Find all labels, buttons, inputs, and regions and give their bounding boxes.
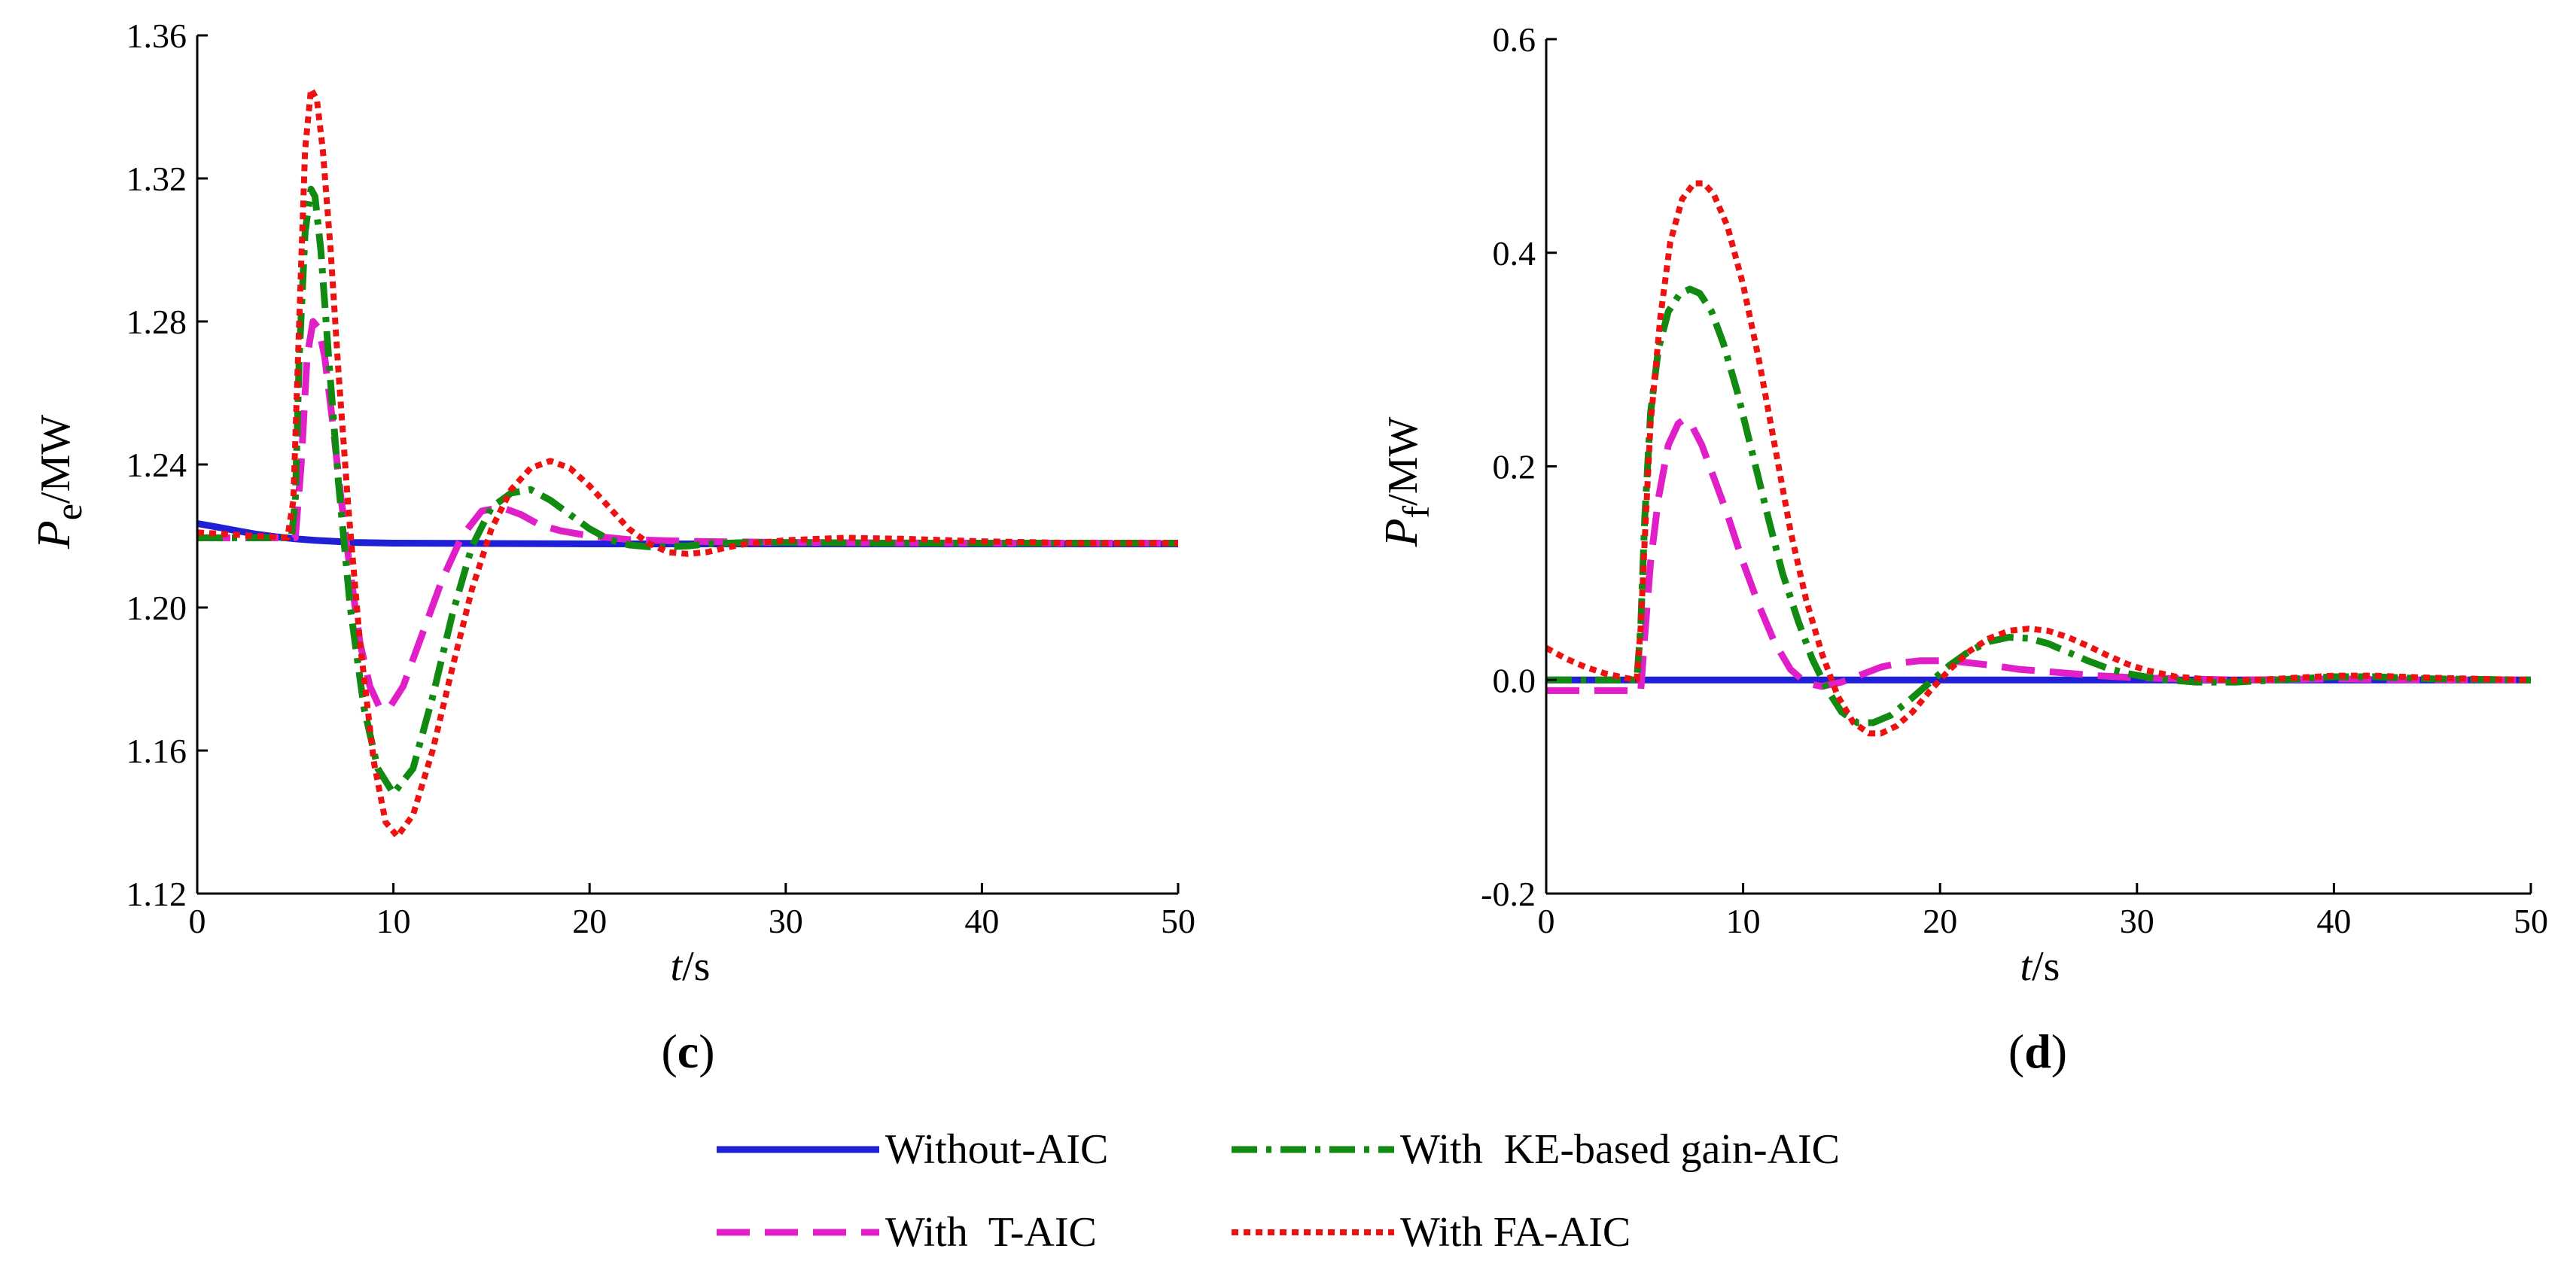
panel-d-xlabel-unit: /s (2032, 943, 2060, 990)
legend-label-without-aic: Without-AIC (885, 1126, 1108, 1173)
panel-c-ticks: 0 10 20 30 40 50 1.12 1.16 1.20 1.24 1.28 1.32 1.36 (126, 17, 1196, 940)
panel-c-series-with-t-aic (197, 318, 1178, 711)
panel-d-xtick-label: 50 (2514, 902, 2548, 940)
panel-c-xtick-label: 10 (376, 902, 411, 940)
panel-c-xtick-label: 40 (964, 902, 999, 940)
panel-d-ytick-label: 0.6 (1493, 20, 1536, 59)
panel-c-xlabel: t/s (671, 943, 711, 990)
panel-d-xtick-label: 40 (2316, 902, 2351, 940)
panel-d-ticks: 0 10 20 30 40 50 -0.2 0.0 0.2 0.4 0.6 (1481, 20, 2548, 940)
panel-d-xlabel-main: t (2020, 943, 2033, 990)
panel-d-series-with-t-aic (1546, 416, 2531, 694)
legend-entry-without-aic: Without-AIC (717, 1126, 1108, 1173)
panel-c-series-with-fa-aic (196, 86, 1178, 839)
panel-d-series-with-fa-aic (1545, 180, 2532, 737)
panel-c-ytick-label: 1.28 (126, 303, 187, 341)
panel-c: 0 10 20 30 40 501.121.161.201.241.281.321.36 … (29, 17, 1195, 1078)
legend-label-fa-aic: With FA-AIC (1400, 1209, 1631, 1256)
panel-c-xtick-label: 20 (572, 902, 607, 940)
panel-c-plot (196, 86, 1178, 839)
panel-c-ylabel-unit: /MW (32, 415, 79, 504)
panel-c-label-open: ( (661, 1025, 677, 1078)
panel-c-label: (c) (661, 1025, 714, 1078)
panel-c-ytick-label: 1.32 (126, 160, 187, 198)
panel-d-ylabel-unit: /MW (1380, 416, 1427, 505)
panel-c-ytick-label: 1.12 (126, 875, 187, 913)
panel-c-series-with-ke-based-gain-aic (197, 185, 1178, 797)
panel-c-xtick-label: 30 (769, 902, 803, 940)
panel-c-ytick-label: 1.20 (126, 589, 187, 627)
panel-d-ylabel-main: P (1376, 519, 1427, 548)
panel-c-ylabel-sub: e (47, 504, 90, 520)
panel-c-ylabel: Pe/MW (29, 415, 90, 550)
panel-d-label: (d) (2008, 1025, 2067, 1078)
panel-c-xtick-label: 50 (1161, 902, 1195, 940)
legend-label-t-aic: With T-AIC (885, 1209, 1097, 1256)
panel-c-ytick-label: 1.36 (126, 17, 187, 55)
panel-d-xtick-label: 10 (1726, 902, 1761, 940)
panel-d-xtick-label: 0 (1538, 902, 1555, 940)
legend-entry-ke-based-gain-aic: With KE-based gain-AIC (1232, 1126, 1840, 1173)
panel-c-label-close: ) (699, 1025, 714, 1078)
panel-c-ytick-label: 1.16 (126, 732, 187, 770)
panel-d-axis-frame (1545, 39, 2531, 895)
legend-entry-fa-aic: With FA-AIC (1232, 1209, 1631, 1256)
panel-d: 0 10 20 30 40 50 -0.2 0.0 0.2 0.4 0.6 Pf/MW t/s (d… (1376, 20, 2548, 1078)
panel-c-xlabel-main: t (671, 943, 684, 990)
panel-d-label-close: ) (2051, 1025, 2067, 1078)
panel-c-ytick-label: 1.24 (126, 446, 187, 484)
panel-d-ylabel-sub: f (1395, 506, 1437, 519)
panel-c-xtick-label: 0 (189, 902, 206, 940)
panel-c-ylabel-main: P (29, 520, 80, 550)
panel-c-axis-frame (196, 35, 1178, 895)
panel-d-plot (1545, 180, 2532, 737)
legend-label-ke-based-gain-aic: With KE-based gain-AIC (1400, 1126, 1840, 1173)
panel-d-label-letter: d (2024, 1025, 2051, 1078)
panel-d-ytick-label: 0.2 (1493, 448, 1536, 486)
panel-d-ytick-label: -0.2 (1481, 875, 1536, 913)
panel-d-ytick-label: 0.4 (1493, 234, 1536, 273)
panel-c-xlabel-unit: /s (682, 943, 710, 990)
panel-d-series-with-ke-based-gain-aic (1546, 285, 2532, 726)
panel-d-xlabel: t/s (2020, 943, 2060, 990)
legend-entry-t-aic: With T-AIC (717, 1209, 1097, 1256)
panel-d-xtick-label: 20 (1923, 902, 1957, 940)
legend: Without-AIC With KE-based gain-AIC With … (717, 1126, 1840, 1256)
panel-d-xtick-label: 30 (2120, 902, 2154, 940)
panel-d-ylabel: Pf/MW (1376, 416, 1437, 547)
panel-d-ytick-label: 0.0 (1493, 661, 1536, 699)
panel-c-label-letter: c (677, 1025, 699, 1078)
panel-d-label-open: ( (2008, 1025, 2024, 1078)
